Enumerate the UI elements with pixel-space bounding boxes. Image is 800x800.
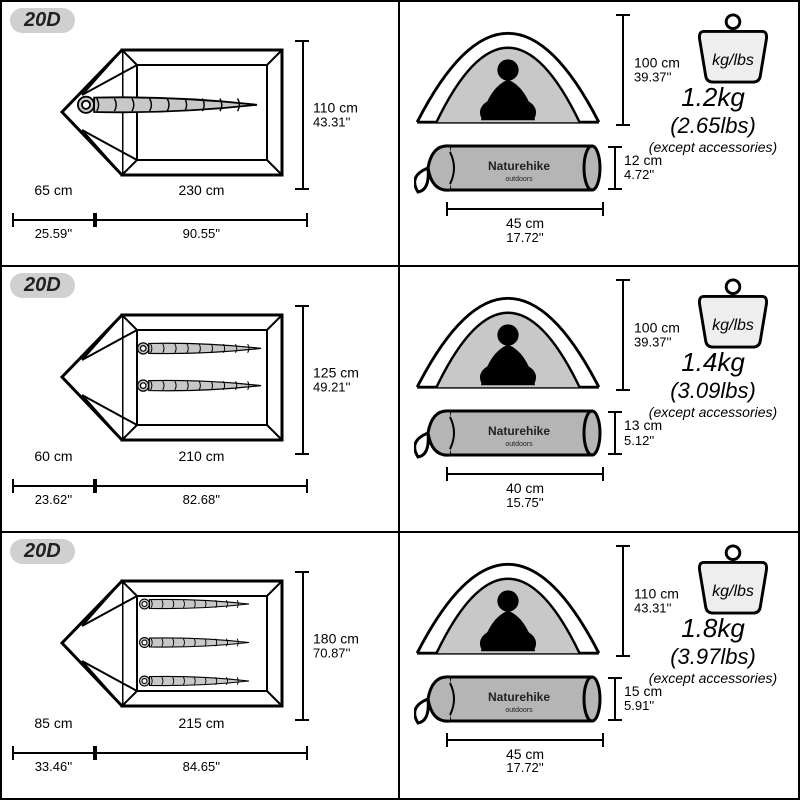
pack-length-dim: 40 cm15.75'' [446, 467, 604, 501]
svg-text:Naturehike: Naturehike [488, 159, 550, 173]
weight-icon: kg/lbs [694, 277, 772, 349]
spec-grid: 20D 110 cm43.31'' 65 cm 25.59' [0, 0, 800, 800]
floor-length-dims: 65 cm 25.59'' 230 cm 90.55'' [12, 213, 308, 253]
floor-length-dims: 85 cm 33.46'' 215 cm 84.65'' [12, 746, 308, 786]
fabric-badge: 20D [10, 8, 75, 33]
tent-profile-icon [408, 543, 608, 659]
floorplan-cell: 20D 125 cm49.21'' [2, 267, 400, 530]
variant-row: 20D 125 cm49.21'' [2, 267, 798, 532]
svg-text:outdoors: outdoors [505, 707, 533, 714]
variant-row: 20D 110 cm43.31'' 65 cm 25.59' [2, 2, 798, 267]
tent-floorplan-icon [57, 571, 287, 721]
fabric-badge: 20D [10, 539, 75, 564]
svg-text:outdoors: outdoors [505, 441, 533, 448]
tent-floorplan-icon [57, 305, 287, 455]
floorplan-cell: 20D [2, 533, 400, 798]
fabric-badge: 20D [10, 273, 75, 298]
variant-row: 20D [2, 533, 798, 798]
weight-value: 1.2kg (2.65lbs) (except accessories) [638, 82, 788, 155]
floor-length-dims: 60 cm 23.62'' 210 cm 82.68'' [12, 479, 308, 519]
weight-unit-label: kg/lbs [694, 583, 772, 601]
weight-icon: kg/lbs [694, 543, 772, 615]
stuff-sack-icon: Naturehike outdoors [414, 669, 604, 729]
stuff-sack-icon: Naturehike outdoors [414, 403, 604, 463]
weight-icon: kg/lbs [694, 12, 772, 84]
svg-text:outdoors: outdoors [505, 176, 533, 183]
pack-length-dim: 45 cm17.72'' [446, 202, 604, 236]
profile-weight-cell: 100 cm39.37'' kg/lbs Naturehike outdoors… [400, 267, 798, 530]
svg-text:Naturehike: Naturehike [488, 424, 550, 438]
stuff-sack-icon: Naturehike outdoors [414, 138, 604, 198]
tent-profile-icon [408, 277, 608, 393]
profile-weight-cell: 100 cm39.37'' kg/lbs Naturehike outdoors… [400, 2, 798, 265]
weight-value: 1.4kg (3.09lbs) (except accessories) [638, 347, 788, 420]
pack-length-dim: 45 cm17.72'' [446, 733, 604, 767]
weight-value: 1.8kg (3.97lbs) (except accessories) [638, 613, 788, 686]
svg-text:Naturehike: Naturehike [488, 690, 550, 704]
tent-floorplan-icon [57, 40, 287, 190]
floorplan-cell: 20D 110 cm43.31'' 65 cm 25.59' [2, 2, 400, 265]
profile-weight-cell: 110 cm43.31'' kg/lbs Naturehike outdoors… [400, 533, 798, 798]
weight-unit-label: kg/lbs [694, 317, 772, 335]
tent-profile-icon [408, 12, 608, 128]
weight-unit-label: kg/lbs [694, 52, 772, 70]
